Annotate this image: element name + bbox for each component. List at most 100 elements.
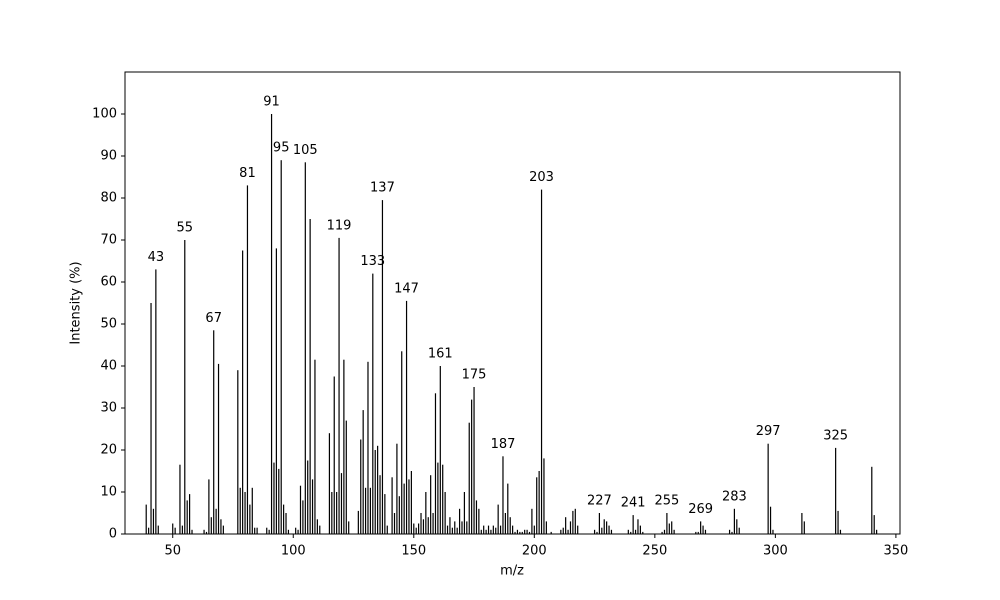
peak	[608, 525, 610, 534]
peak	[215, 508, 217, 534]
y-tick-label: 50	[100, 317, 117, 332]
peak	[420, 513, 422, 534]
peak	[572, 510, 574, 534]
peak-label: 187	[491, 437, 516, 452]
peak	[492, 525, 494, 534]
peak-label: 161	[428, 347, 453, 362]
peak	[634, 529, 637, 534]
x-tick-label: 50	[164, 544, 181, 559]
peak	[364, 487, 367, 534]
peak	[839, 529, 842, 534]
peak	[299, 485, 302, 534]
peak	[328, 433, 331, 534]
peak	[767, 443, 769, 534]
peak	[671, 521, 673, 534]
peak	[427, 517, 429, 534]
peak	[157, 525, 159, 534]
peak-label: 147	[394, 281, 419, 296]
peak	[533, 525, 535, 534]
peak	[418, 523, 420, 534]
peak	[172, 523, 174, 534]
peak	[567, 529, 569, 534]
peak	[736, 519, 738, 534]
plot-frame	[124, 71, 901, 535]
peak	[487, 525, 490, 534]
peak-label: 81	[239, 166, 256, 181]
peak	[702, 525, 704, 534]
peak-label: 241	[621, 496, 646, 511]
peak	[485, 529, 487, 534]
peak	[666, 513, 668, 534]
peak	[210, 517, 212, 534]
peak	[504, 513, 506, 534]
peak	[362, 410, 364, 534]
peak-label: 269	[688, 502, 713, 517]
peak	[181, 525, 183, 534]
peak	[495, 527, 497, 534]
peak	[348, 521, 350, 534]
peak	[601, 527, 603, 534]
peak	[367, 361, 369, 534]
peak	[270, 114, 273, 534]
peak	[507, 483, 509, 534]
peak	[509, 517, 511, 534]
peak	[512, 525, 514, 534]
peak	[598, 513, 601, 534]
peak	[410, 471, 412, 534]
peak	[155, 269, 157, 534]
peak	[569, 521, 572, 534]
peak	[540, 189, 543, 534]
peak	[449, 517, 451, 534]
peak	[413, 523, 415, 534]
peak	[497, 504, 499, 534]
peak	[871, 466, 873, 534]
peak	[444, 492, 446, 534]
peak	[393, 513, 396, 534]
peak	[524, 529, 526, 534]
peak	[430, 475, 432, 534]
peak	[731, 531, 733, 534]
peak	[463, 492, 466, 534]
peak	[434, 393, 437, 534]
peak	[222, 525, 224, 534]
peak-label: 67	[205, 311, 222, 326]
peak	[596, 531, 598, 534]
peak-label: 175	[462, 368, 487, 383]
peak	[340, 473, 343, 534]
peak	[837, 510, 839, 534]
peak	[304, 162, 306, 535]
peak	[189, 494, 191, 534]
peak-label: 227	[587, 494, 612, 509]
y-tick-label: 40	[100, 359, 117, 374]
x-tick-label: 250	[642, 544, 667, 559]
peak	[801, 513, 803, 534]
peak	[451, 527, 453, 534]
peak	[442, 464, 444, 534]
peak	[480, 529, 482, 534]
peak	[343, 359, 345, 534]
y-axis-label: Intensity (%)	[69, 261, 84, 344]
peak	[297, 529, 299, 534]
peak	[471, 399, 473, 534]
peak	[401, 351, 403, 534]
peak	[213, 330, 215, 534]
peak	[396, 443, 398, 534]
peak	[475, 500, 478, 534]
peak	[184, 240, 186, 534]
peak	[422, 519, 425, 534]
peak	[545, 521, 547, 534]
x-tick-label: 150	[401, 544, 426, 559]
peak	[560, 529, 562, 534]
peak	[565, 517, 567, 534]
y-tick-label: 100	[92, 107, 117, 122]
peak	[150, 303, 152, 534]
peak	[526, 529, 528, 534]
peak	[309, 219, 311, 534]
peak	[374, 450, 376, 534]
peak	[377, 445, 379, 534]
peak-label: 43	[148, 250, 165, 265]
peak	[473, 387, 475, 534]
y-tick-label: 70	[100, 233, 117, 248]
peak	[769, 506, 772, 534]
